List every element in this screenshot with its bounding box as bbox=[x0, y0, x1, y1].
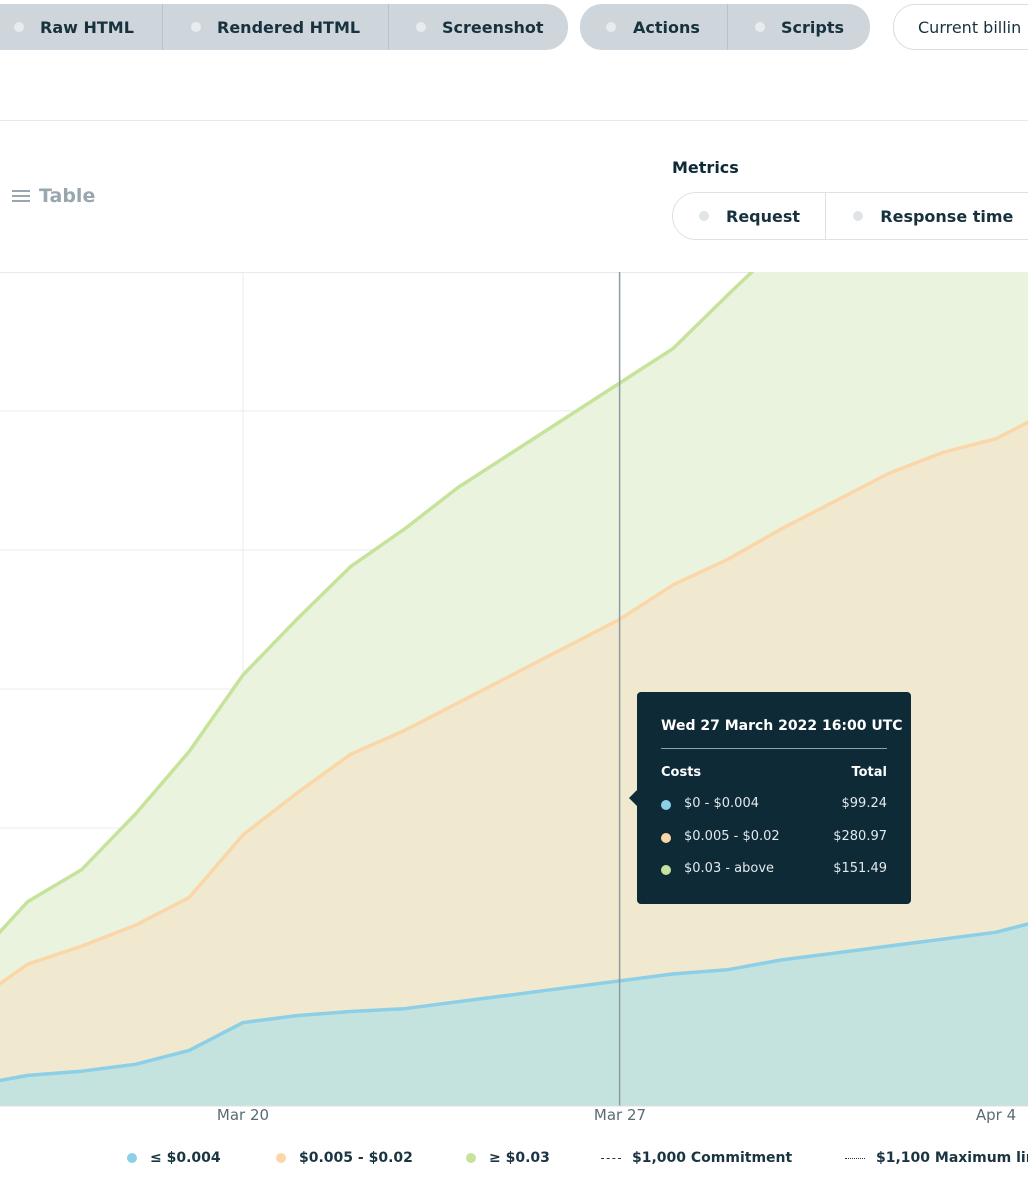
tooltip-row-value: $99.24 bbox=[841, 796, 888, 811]
scripts-label: Scripts bbox=[781, 17, 845, 37]
radio-dot-icon bbox=[416, 22, 426, 32]
tooltip-row-value: $151.49 bbox=[833, 861, 887, 876]
tooltip-row: $0 - $0.004 $99.24 bbox=[661, 796, 887, 814]
radio-dot-icon bbox=[14, 22, 24, 32]
view-mode-group: Raw HTML Rendered HTML Screenshot bbox=[0, 4, 568, 50]
screenshot-button[interactable]: Screenshot bbox=[388, 4, 568, 50]
x-tick-label: Apr 4 bbox=[975, 1106, 1017, 1124]
table-view-toggle[interactable]: Table bbox=[12, 185, 95, 207]
billing-period-select[interactable]: Current billin bbox=[893, 4, 1028, 50]
tooltip-row-label: $0.005 - $0.02 bbox=[684, 829, 780, 844]
tooltip-row: $0.03 - above $151.49 bbox=[661, 861, 887, 879]
series-area bbox=[0, 923, 1028, 1106]
table-label: Table bbox=[39, 185, 96, 207]
divider bbox=[0, 272, 1028, 273]
list-icon bbox=[12, 189, 30, 203]
tooltip-row-value: $280.97 bbox=[833, 829, 887, 844]
legend-label: $0.005 - $0.02 bbox=[299, 1150, 413, 1166]
series-swatch-icon bbox=[127, 1153, 137, 1163]
tooltip-total-header: Total bbox=[851, 765, 887, 780]
tooltip-title: Wed 27 March 2022 16:00 UTC bbox=[661, 718, 903, 734]
legend-item-low[interactable]: ≤ $0.004 bbox=[127, 1150, 221, 1166]
legend-label: ≤ $0.004 bbox=[150, 1150, 221, 1166]
metric-request-label: Request bbox=[726, 206, 801, 226]
divider bbox=[0, 120, 1028, 121]
tooltip-divider bbox=[661, 748, 887, 749]
legend-label: $1,000 Commitment bbox=[632, 1150, 793, 1166]
metric-response-time-label: Response time bbox=[880, 206, 1014, 226]
legend-label: ≥ $0.03 bbox=[489, 1150, 550, 1166]
tooltip-costs-header: Costs bbox=[661, 765, 702, 780]
series-swatch-icon bbox=[276, 1153, 286, 1163]
actions-group: Actions Scripts bbox=[580, 4, 870, 50]
series-line bbox=[0, 922, 1028, 1083]
metric-request-option[interactable]: Request bbox=[673, 193, 827, 239]
series-swatch-icon bbox=[661, 800, 671, 810]
metric-response-time-option[interactable]: Response time bbox=[826, 193, 1028, 239]
raw-html-button[interactable]: Raw HTML bbox=[0, 4, 162, 50]
radio-dot-icon bbox=[191, 22, 201, 32]
series-line bbox=[0, 272, 755, 935]
chart-legend: ≤ $0.004 $0.005 - $0.02 ≥ $0.03 $1,000 C… bbox=[0, 1150, 1028, 1174]
legend-label: $1,100 Maximum lim bbox=[876, 1150, 1028, 1166]
rendered-html-button[interactable]: Rendered HTML bbox=[162, 4, 388, 50]
metrics-selector: Request Response time bbox=[672, 192, 1028, 240]
x-tick-label: Mar 27 bbox=[593, 1106, 647, 1124]
screenshot-label: Screenshot bbox=[442, 17, 544, 37]
chart-tooltip: Wed 27 March 2022 16:00 UTC Costs Total … bbox=[629, 692, 911, 904]
dashed-line-icon bbox=[601, 1157, 621, 1159]
legend-item-max-limit[interactable]: $1,100 Maximum lim bbox=[845, 1150, 1028, 1166]
legend-item-commitment[interactable]: $1,000 Commitment bbox=[601, 1150, 792, 1166]
raw-html-label: Raw HTML bbox=[40, 17, 134, 37]
radio-dot-icon bbox=[755, 22, 765, 32]
x-tick-label: Mar 20 bbox=[216, 1106, 270, 1124]
scripts-button[interactable]: Scripts bbox=[727, 4, 870, 50]
radio-dot-icon bbox=[699, 211, 709, 221]
metrics-heading: Metrics bbox=[672, 158, 739, 177]
tooltip-row-label: $0 - $0.004 bbox=[684, 796, 759, 811]
tooltip-row-label: $0.03 - above bbox=[684, 861, 775, 876]
series-line bbox=[0, 420, 1028, 986]
actions-button[interactable]: Actions bbox=[580, 4, 727, 50]
tooltip-row: $0.005 - $0.02 $280.97 bbox=[661, 829, 887, 847]
top-toolbar: Raw HTML Rendered HTML Screenshot Action… bbox=[0, 0, 1028, 56]
series-area bbox=[0, 422, 1028, 1081]
rendered-html-label: Rendered HTML bbox=[217, 17, 361, 37]
actions-label: Actions bbox=[633, 17, 700, 37]
dotted-line-icon bbox=[845, 1157, 865, 1159]
radio-dot-icon bbox=[606, 22, 616, 32]
legend-item-high[interactable]: ≥ $0.03 bbox=[466, 1150, 550, 1166]
series-swatch-icon bbox=[661, 833, 671, 843]
cost-area-chart bbox=[0, 272, 1028, 1107]
series-swatch-icon bbox=[661, 865, 671, 875]
series-swatch-icon bbox=[466, 1153, 476, 1163]
series-area bbox=[0, 272, 1028, 984]
legend-item-mid[interactable]: $0.005 - $0.02 bbox=[276, 1150, 413, 1166]
radio-dot-icon bbox=[853, 211, 864, 221]
